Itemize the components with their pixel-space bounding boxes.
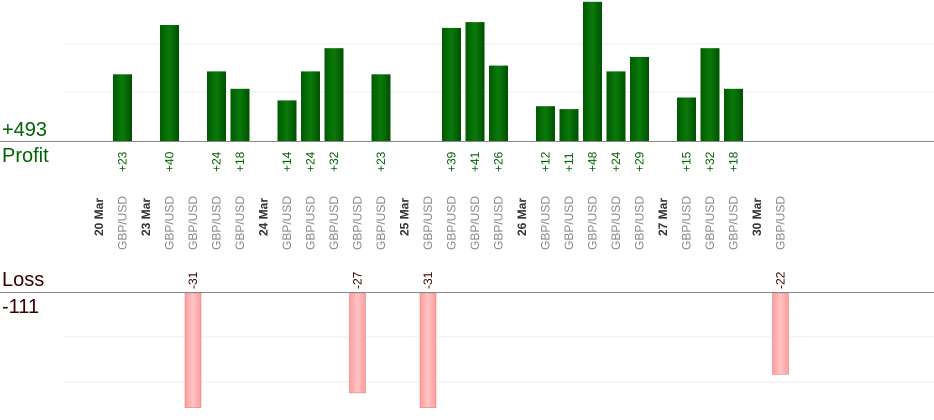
profit-value-label: +23 (374, 151, 388, 172)
date-label: 30 Mar (750, 198, 764, 236)
pair-label: GBP/USD (586, 196, 600, 250)
loss-bar (184, 292, 202, 408)
profit-bar (677, 97, 696, 141)
labels: 20 Mar GBP/USD +23 23 Mar GBP/USD +40 GBP/USD -… (92, 151, 788, 289)
loss-value-label: -22 (774, 271, 788, 289)
pair-label: GBP/USD (445, 196, 459, 250)
profit-bar (113, 74, 132, 141)
loss-total: -111 (2, 296, 40, 318)
date-label: 20 Mar (92, 198, 106, 236)
profit-value-label: +18 (233, 151, 247, 172)
pair-label: GBP/USD (492, 196, 506, 250)
pair-label: GBP/USD (727, 196, 741, 250)
profit-value-label: +24 (304, 151, 318, 172)
pair-label: GBP/USD (327, 196, 341, 250)
loss-value-label: -31 (186, 271, 200, 289)
date-label: 23 Mar (139, 198, 153, 236)
profit-value-label: +23 (116, 151, 130, 172)
pair-label: GBP/USD (468, 196, 482, 250)
date-label: 26 Mar (515, 198, 529, 236)
pair-label: GBP/USD (186, 196, 200, 250)
profit-value-label: +11 (562, 152, 576, 172)
pair-label: GBP/USD (374, 196, 388, 250)
profit-bar (606, 71, 626, 141)
profit-bar (465, 22, 485, 142)
date-label: 27 Mar (656, 198, 670, 236)
loss-bar (349, 292, 366, 394)
pair-label: GBP/USD (562, 196, 576, 250)
date-label: 24 Mar (257, 198, 271, 236)
profit-bar (324, 48, 344, 142)
profit-value-label: +15 (680, 151, 694, 172)
pair-label: GBP/USD (703, 196, 717, 250)
date-label: 25 Mar (398, 198, 412, 236)
profit-bar (442, 27, 461, 141)
profit-bar (724, 88, 743, 141)
pair-label: GBP/USD (680, 196, 694, 250)
profit-value-label: +24 (609, 151, 623, 172)
profit-value-label: +14 (280, 151, 294, 172)
profit-bar (489, 65, 508, 141)
pair-label: GBP/USD (774, 196, 788, 250)
pair-label: GBP/USD (609, 196, 623, 250)
profit-bar (630, 56, 649, 141)
loss-bar (772, 292, 789, 375)
profit-value-label: +32 (327, 151, 341, 172)
pair-label: GBP/USD (280, 196, 294, 250)
pair-label: GBP/USD (421, 196, 435, 250)
pair-label: GBP/USD (116, 196, 130, 250)
bars (113, 1, 789, 408)
profit-value-label: +29 (633, 151, 647, 172)
profit-bar (559, 109, 579, 141)
profit-value-label: +40 (163, 151, 177, 172)
profit-value-label: +18 (727, 151, 741, 172)
pair-label: GBP/USD (351, 196, 365, 250)
profit-bar (160, 25, 179, 141)
axes (0, 141, 934, 293)
pair-label: GBP/USD (539, 196, 553, 250)
profit-value-label: +32 (703, 151, 717, 172)
profit-value-label: +12 (539, 151, 553, 172)
pair-label: GBP/USD (633, 196, 647, 250)
profit-bar (301, 71, 320, 141)
profit-bar (207, 71, 226, 141)
pair-label: GBP/USD (210, 196, 224, 250)
profit-value-label: +39 (445, 151, 459, 172)
loss-value-label: -31 (421, 271, 435, 289)
profit-value-label: +24 (210, 151, 224, 172)
loss-bar (419, 292, 437, 408)
profit-bar (277, 100, 297, 141)
pair-label: GBP/USD (163, 196, 177, 250)
loss-value-label: -27 (351, 271, 365, 289)
profit-value-label: +48 (586, 151, 600, 172)
profit-value-label: +41 (468, 151, 482, 172)
profit-bar (583, 1, 602, 141)
profit-bar (700, 48, 720, 142)
pair-label: GBP/USD (233, 196, 247, 250)
profit-bar (536, 106, 555, 141)
profit-value-label: +26 (492, 151, 506, 172)
pair-label: GBP/USD (304, 196, 318, 250)
profit-label: Profit (2, 145, 49, 167)
profit-total: +493 (2, 119, 48, 141)
loss-label: Loss (2, 269, 45, 291)
profit-bar (371, 74, 391, 141)
profit-bar (230, 88, 250, 141)
